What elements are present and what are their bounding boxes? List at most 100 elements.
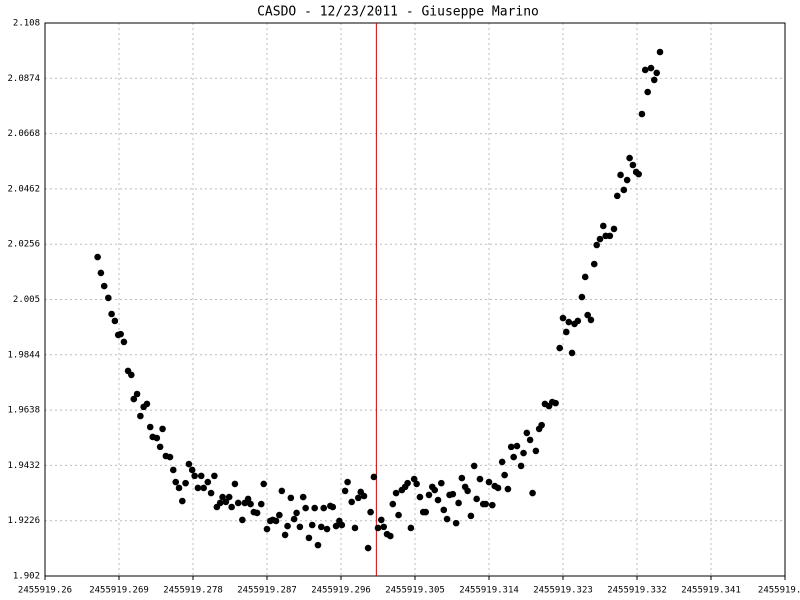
point	[650, 76, 658, 84]
point	[153, 434, 161, 442]
point	[191, 472, 198, 480]
point	[374, 524, 382, 532]
x-tick-label: 2455919.26	[18, 586, 72, 596]
point	[263, 525, 271, 533]
point	[159, 425, 166, 433]
point	[473, 495, 480, 503]
point	[260, 480, 268, 488]
point	[523, 429, 531, 437]
point	[431, 486, 439, 494]
y-tick-label: 1.9844	[7, 350, 40, 360]
point	[638, 110, 646, 118]
point	[299, 493, 307, 501]
point	[494, 484, 502, 492]
point	[407, 524, 415, 532]
point	[323, 525, 331, 533]
y-tick-label: 2.0256	[7, 240, 40, 250]
point	[130, 395, 138, 403]
point	[194, 484, 202, 492]
point	[216, 499, 224, 507]
point	[351, 524, 359, 532]
point	[552, 399, 559, 407]
point	[354, 494, 362, 502]
point	[137, 412, 144, 420]
x-tick-label: 2455919.269	[89, 586, 149, 596]
point	[587, 316, 595, 324]
point	[562, 328, 570, 336]
point	[105, 294, 112, 302]
point	[296, 523, 304, 531]
point	[404, 479, 411, 487]
point	[392, 489, 400, 497]
point	[556, 344, 564, 352]
point	[244, 495, 252, 503]
point	[613, 192, 621, 200]
point	[517, 462, 525, 470]
point	[482, 500, 490, 508]
y-tick-label: 2.005	[13, 295, 40, 305]
point	[644, 88, 651, 96]
point	[656, 48, 664, 56]
point	[578, 293, 586, 301]
point	[332, 522, 340, 530]
point	[143, 400, 151, 408]
point	[559, 314, 567, 322]
point	[520, 449, 527, 457]
point	[593, 241, 601, 249]
point	[370, 473, 378, 481]
point	[438, 479, 445, 487]
point	[97, 269, 105, 277]
point	[617, 171, 624, 179]
point	[166, 453, 174, 461]
point	[338, 521, 346, 529]
point	[377, 516, 385, 524]
point	[443, 515, 451, 523]
point	[485, 478, 493, 486]
point	[185, 460, 193, 468]
point	[108, 310, 115, 318]
point	[197, 472, 205, 480]
point	[425, 491, 433, 499]
point	[510, 453, 517, 461]
point	[504, 485, 512, 493]
point	[272, 517, 280, 525]
point	[329, 503, 337, 511]
point	[476, 475, 484, 483]
point	[413, 480, 420, 488]
point	[416, 493, 424, 501]
point	[367, 508, 374, 516]
point	[219, 493, 226, 501]
point	[100, 282, 108, 290]
point	[348, 498, 355, 506]
point	[128, 371, 135, 379]
point	[169, 466, 177, 474]
x-tick-label: 2455919.305	[385, 586, 445, 596]
point	[389, 500, 397, 508]
point	[498, 458, 506, 466]
chart-title: CASDO - 12/23/2011 - Giuseppe Marino	[257, 5, 539, 20]
point	[538, 421, 545, 429]
y-tick-label: 1.9226	[7, 516, 40, 526]
point	[133, 390, 141, 398]
x-tick-label: 2455919.341	[681, 586, 741, 596]
point	[146, 423, 154, 431]
point	[234, 499, 242, 507]
x-tick-label: 2455919.332	[607, 586, 667, 596]
point	[314, 541, 322, 549]
point	[360, 492, 368, 500]
point	[290, 515, 298, 523]
point	[647, 64, 655, 72]
point	[610, 225, 618, 233]
point	[507, 443, 515, 451]
point	[364, 544, 372, 552]
point	[188, 466, 196, 474]
point	[653, 69, 661, 77]
point	[231, 480, 239, 488]
plot-frame	[44, 22, 786, 577]
point	[317, 523, 325, 531]
point	[440, 506, 448, 514]
point	[467, 512, 475, 520]
point	[276, 511, 283, 519]
point	[308, 521, 316, 529]
point	[281, 531, 289, 539]
